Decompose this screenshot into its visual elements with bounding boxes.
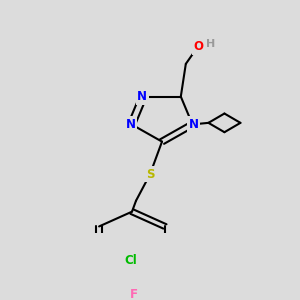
Text: N: N xyxy=(126,118,136,131)
Text: N: N xyxy=(137,90,147,103)
Text: N: N xyxy=(188,118,198,131)
Text: F: F xyxy=(130,288,138,300)
Text: O: O xyxy=(194,40,204,53)
Text: Cl: Cl xyxy=(124,254,137,267)
Text: S: S xyxy=(146,168,154,181)
Text: H: H xyxy=(206,39,215,49)
